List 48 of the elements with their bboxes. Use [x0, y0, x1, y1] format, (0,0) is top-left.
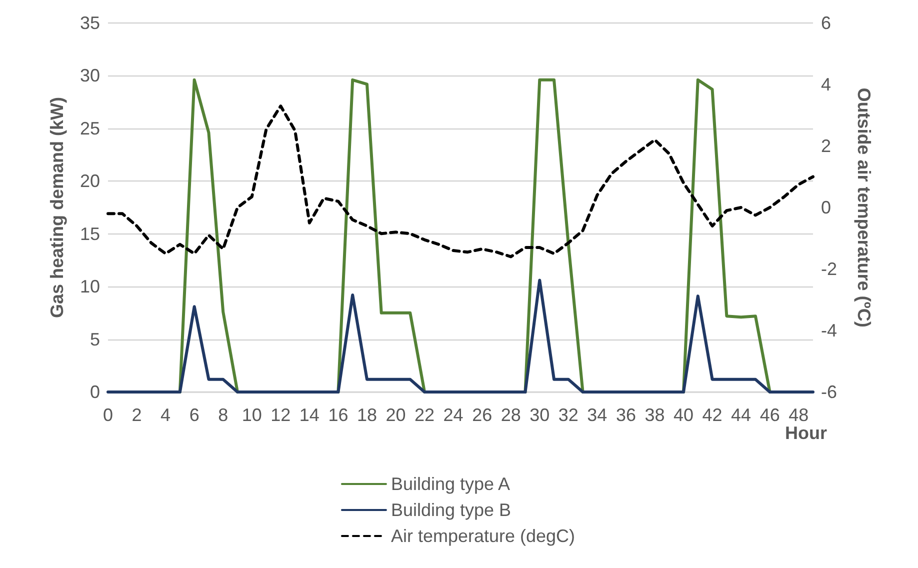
y2-tick-label: 0 [821, 198, 832, 218]
y-tick-label: 20 [80, 171, 100, 192]
x-tick-label: 8 [218, 405, 228, 425]
x-tick-label: 34 [587, 405, 608, 425]
y2-tick-label: -6 [821, 382, 838, 402]
line-series [106, 278, 814, 394]
x-tick-label: 28 [500, 405, 521, 425]
x-axis-title: Hour [785, 423, 827, 443]
x-tick-label: 14 [299, 405, 320, 425]
x-tick-label: 2 [132, 405, 142, 425]
x-tick-label: 16 [328, 405, 348, 425]
y-axis-title: Gas heating demand (kW) [47, 96, 67, 318]
y2-tick-label: 4 [821, 74, 832, 94]
legend-label: Building type B [390, 500, 512, 520]
y2-tick-label: -4 [821, 320, 838, 340]
x-tick-label: 44 [731, 405, 752, 425]
y2-tick-label: 6 [821, 13, 832, 33]
y2-tick-label: 2 [821, 136, 832, 156]
x-tick-label: 18 [356, 405, 377, 425]
y-tick-label: 5 [90, 329, 100, 350]
y-tick-label: 10 [80, 276, 100, 297]
x-tick-label: 26 [472, 405, 492, 425]
x-tick-label: 46 [760, 405, 780, 425]
x-tick-label: 40 [673, 405, 694, 425]
x-tick-label: 24 [443, 405, 464, 425]
y-tick-label: 15 [80, 224, 100, 244]
x-tick-label: 32 [558, 405, 578, 425]
y-tick-label: 0 [90, 382, 100, 402]
x-tick-label: 20 [386, 405, 406, 425]
y-tick-label: 35 [80, 13, 100, 33]
y2-tick-label: -2 [821, 259, 838, 279]
x-tick-label: 48 [788, 405, 809, 425]
y-tick-label: 25 [80, 118, 100, 138]
y-tick-label: 30 [80, 66, 100, 86]
x-tick-label: 22 [414, 405, 435, 425]
x-tick-label: 30 [530, 405, 550, 425]
line-series [106, 104, 814, 258]
x-tick-label: 38 [644, 405, 665, 425]
x-tick-label: 6 [189, 405, 200, 425]
legend-label: Building type A [390, 474, 510, 494]
x-tick-label: 42 [702, 405, 722, 425]
x-tick-label: 36 [616, 405, 636, 425]
x-tick-label: 0 [102, 405, 114, 425]
x-tick-label: 4 [160, 405, 171, 425]
legend-label: Air temperature (degC) [390, 526, 576, 546]
y2-axis-title: Outside air temperature (ºC) [854, 88, 874, 328]
x-tick-label: 10 [242, 405, 262, 425]
x-tick-label: 12 [270, 405, 291, 425]
